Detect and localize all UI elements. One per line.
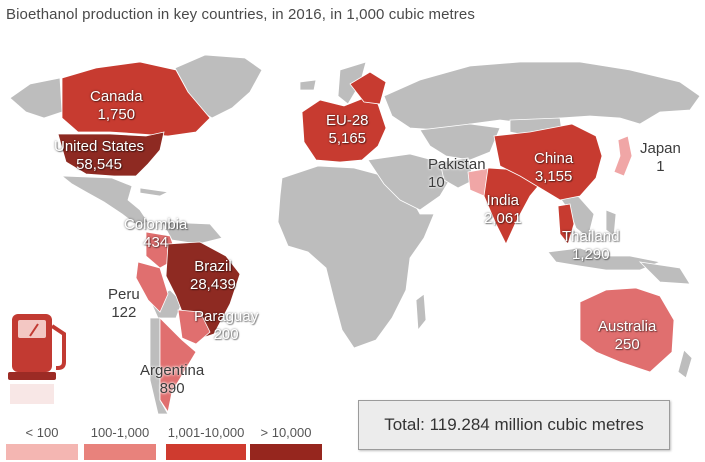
peru-shape [135,261,169,313]
country-value: 5,165 [328,130,367,147]
country-name: EU-28 [326,112,369,129]
iceland [299,79,317,91]
country-value: 250 [614,336,640,353]
producer-countries [57,61,675,414]
label-argentina: Argentina 890 [140,362,204,398]
legend-label: 1,001-10,000 [167,425,245,440]
legend-swatch [6,444,78,460]
country-name: Argentina [140,362,205,379]
legend-swatch [84,444,156,460]
thailand-shape [557,203,575,245]
country-value: 10 [428,174,445,191]
country-name: Paraguay [194,308,259,325]
new-zealand [677,349,693,379]
country-value: 2,061 [484,210,522,227]
legend-item: > 10,000 [250,424,322,460]
country-name: China [534,150,574,167]
philippines [605,209,617,237]
legend-swatch [250,444,322,460]
australia-shape [579,287,675,373]
label-eu-28: EU-28 5,165 [326,112,369,148]
country-value: 890 [159,380,185,397]
label-brazil: Brazil 28,439 [190,258,236,294]
legend-swatch [166,444,246,460]
label-paraguay: Paraguay 200 [194,308,258,344]
label-canada: Canada 1,750 [90,88,143,124]
country-value: 200 [213,326,239,343]
fuel-pump-icon [8,314,66,404]
japan-shape [613,135,633,177]
label-colombia: Colombia 434 [124,216,187,252]
middle-east [367,153,453,211]
cuba [139,187,170,197]
legend: < 100 100-1,000 1,001-10,000 > 10,000 [0,424,330,462]
country-name: Canada [90,88,143,105]
eu-north-shape [349,71,387,105]
label-australia: Australia 250 [598,318,656,354]
total-box: Total: 119.284 million cubic metres [358,400,670,450]
new-guinea [638,261,691,285]
country-value: 1,750 [97,106,136,123]
central-asia [419,123,501,161]
country-name: India [486,192,520,209]
country-name: Brazil [194,258,232,275]
eu-shape [301,97,387,163]
country-name: Pakistan [428,156,486,173]
label-india: India 2,061 [484,192,522,228]
country-value: 1 [656,158,665,175]
country-name: Australia [598,318,657,335]
label-peru: Peru 122 [108,286,140,322]
country-value: 1,290 [572,246,610,263]
country-name: Peru [108,286,140,303]
paraguay-shape [177,309,211,345]
label-pakistan: Pakistan 10 [428,156,486,192]
label-china: China 3,155 [534,150,573,186]
china-shape [493,123,603,201]
country-value: 122 [111,304,137,321]
label-japan: Japan 1 [640,140,681,176]
madagascar [415,293,427,332]
country-value: 434 [143,234,169,251]
legend-item: < 100 [6,424,78,460]
legend-label: < 100 [25,425,59,440]
label-united-states: United States 58,545 [54,138,144,174]
mexico [60,175,149,227]
legend-item: 1,001-10,000 [166,424,246,460]
country-value: 3,155 [534,168,573,185]
iran [439,157,475,189]
country-name: Thailand [562,228,620,245]
country-name: United States [54,138,145,155]
label-thailand: Thailand 1,290 [562,228,620,264]
legend-item: 100-1,000 [84,424,156,460]
country-value: 58,545 [76,156,122,173]
legend-label: > 10,000 [260,425,312,440]
canada-shape [61,61,211,137]
usa-shape [57,131,165,177]
country-name: Japan [640,140,681,157]
map-title: Bioethanol production in key countries, … [6,6,475,23]
country-value: 28,439 [190,276,236,293]
alaska [9,77,63,119]
argentina-shape [159,317,197,414]
legend-label: 100-1,000 [90,425,150,440]
country-name: Colombia [124,216,188,233]
